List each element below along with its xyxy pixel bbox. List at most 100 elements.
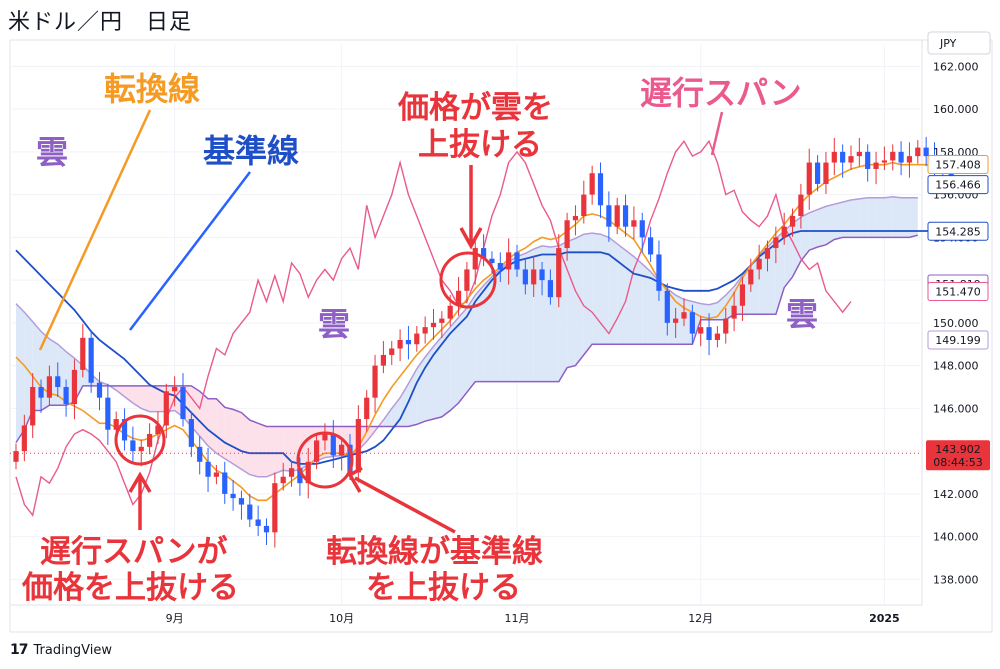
kumo-segment [199, 391, 209, 446]
kumo-segment [433, 336, 442, 420]
candle-body [673, 318, 679, 323]
candle-body [815, 162, 821, 184]
price-labels: 157.408156.466154.285151.819151.470149.1… [926, 155, 990, 471]
chart-title: 米ドル／円 日足 [8, 10, 193, 35]
candle-body [63, 386, 69, 405]
candle-body [455, 290, 462, 306]
candle-body [305, 461, 311, 484]
candle-body [923, 147, 929, 157]
kumo-segment [567, 238, 576, 368]
currency-badge[interactable] [927, 31, 991, 55]
price-label-text: 157.408 [935, 159, 981, 172]
candle-body [113, 419, 119, 430]
marker-breakout [439, 251, 497, 309]
kumo-segment [901, 197, 910, 238]
candle-body [572, 215, 579, 221]
price-label-box [927, 281, 989, 301]
candle-body [556, 248, 562, 298]
candle-body [547, 280, 553, 298]
kumo-segment [241, 412, 250, 475]
kumo-segment [892, 196, 902, 238]
candle-body [197, 446, 203, 462]
candle-body [21, 425, 27, 452]
candlestick-series [13, 136, 954, 548]
candle-body [848, 156, 854, 163]
kumo-segment [709, 302, 718, 320]
kumo-segment [700, 303, 710, 320]
kumo-segment [458, 307, 467, 404]
candle-body [339, 444, 345, 456]
kumo-segment [884, 196, 893, 238]
kumo-segment [299, 426, 309, 470]
tradingview-logo-icon: 17 [10, 642, 29, 658]
kumo-segment [867, 197, 877, 238]
kumo-segment [491, 269, 501, 382]
candle-body [422, 327, 428, 334]
kumo-segment [141, 385, 150, 412]
candle-body [622, 205, 629, 227]
candle-body [447, 305, 453, 319]
candle-body [155, 425, 161, 435]
candle-body [405, 339, 412, 345]
candle-body [80, 337, 86, 370]
chikou-span-line [15, 139, 852, 517]
candle-body [355, 419, 361, 473]
candle-body [639, 220, 645, 238]
current-price-time: 08:44:53 [933, 456, 982, 469]
price-label-text: 154.285 [935, 225, 981, 238]
candle-body [489, 258, 495, 264]
candle-body [873, 162, 879, 169]
kumo-segment [233, 409, 242, 470]
arrow-breakout [459, 165, 483, 250]
candle-body [481, 248, 487, 259]
kumo-segment [16, 303, 25, 443]
pointer-kijun [129, 171, 251, 331]
candle-body [597, 173, 604, 206]
annotation-chikou-cross-line1: 遅行スパンが [40, 534, 228, 570]
candle-body [13, 451, 19, 462]
annotation-layer: 転換線 基準線 雲 雲 雲 価格が雲を 上抜ける 遅行スパン 遅行スパンが 価格… [21, 70, 818, 606]
kumo-segment [450, 317, 459, 411]
candle-body [121, 419, 128, 441]
kumo-segment [258, 423, 267, 477]
kumo-segment [800, 212, 810, 261]
candle-body [689, 312, 695, 334]
price-axis[interactable]: 162.000160.000158.000156.000154.000152.0… [933, 60, 979, 586]
candle-body [881, 160, 887, 163]
kumo-segment [224, 407, 234, 464]
candle-body [656, 254, 662, 291]
candle-body [706, 327, 712, 340]
candle-body [105, 397, 111, 430]
candle-body [856, 151, 862, 157]
kumo-cloud [15, 196, 918, 478]
candle-body [71, 369, 78, 405]
kumo-segment [508, 256, 517, 382]
price-label-box [927, 155, 989, 175]
marker-tk-cross [296, 431, 354, 489]
kumo-segment [391, 397, 401, 427]
annotation-tenkan: 転換線 [104, 70, 200, 108]
y-tick-label: 138.000 [933, 573, 979, 586]
x-tick-label: 9月 [166, 612, 184, 625]
candle-body [163, 391, 169, 426]
time-axis[interactable]: 9月 10月 11月 12月 2025 [166, 612, 900, 625]
kumo-segment [283, 426, 292, 472]
candle-body [472, 248, 478, 270]
tradingview-footer[interactable]: 17 TradingView [10, 642, 112, 658]
kumo-segment [116, 385, 125, 397]
candle-body [213, 472, 219, 477]
candle-body [539, 269, 545, 281]
annotation-breakout-line2: 上抜ける [418, 127, 542, 163]
kumo-segment [592, 233, 601, 345]
kumo-segment [533, 245, 543, 382]
arrow-tk-cross [347, 466, 456, 534]
arrow-chikou-cross [128, 471, 152, 530]
kumo-segment [575, 234, 584, 366]
candle-body [147, 434, 153, 447]
kumo-segment [266, 426, 275, 477]
kumo-segment [851, 198, 860, 238]
kumo-segment [817, 206, 826, 247]
candle-body [915, 147, 921, 157]
annotation-kumo-mid: 雲 [318, 305, 350, 343]
